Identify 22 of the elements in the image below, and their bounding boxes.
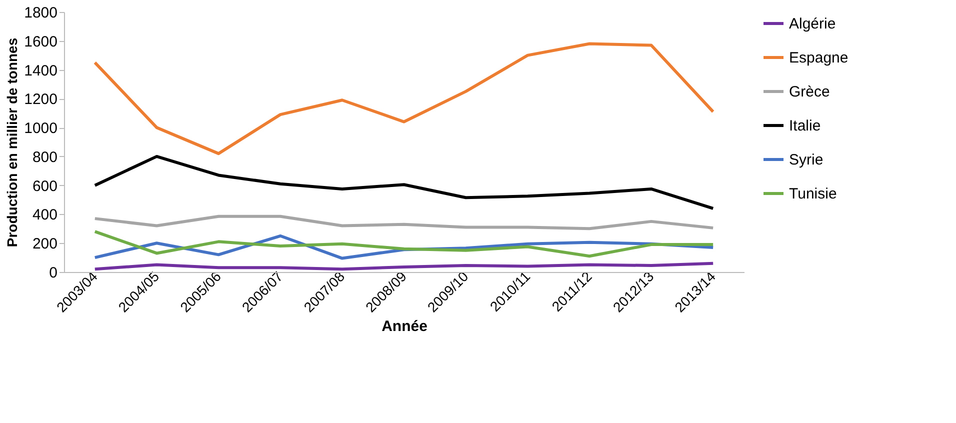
y-tick-label: 0 <box>49 264 58 282</box>
x-axis-title: Année <box>382 318 428 336</box>
y-tick-label: 400 <box>32 206 58 224</box>
y-tick-label: 1800 <box>24 4 58 22</box>
y-tick-label: 1600 <box>24 33 58 50</box>
y-tick-label: 600 <box>32 178 58 195</box>
legend-label: Grèce <box>789 84 830 100</box>
legend-label: Italie <box>789 118 821 134</box>
line-series <box>93 230 715 258</box>
legend-label: Tunisie <box>789 186 837 202</box>
line-series <box>93 42 715 156</box>
line-series <box>93 214 715 230</box>
y-tick-label: 1400 <box>24 62 58 80</box>
y-tick-label: 1200 <box>24 91 58 108</box>
legend-label: Syrie <box>789 152 824 168</box>
legend-label: Algérie <box>789 16 836 32</box>
y-tick-label: 200 <box>32 236 58 253</box>
y-tick-label: 1000 <box>24 120 58 138</box>
y-tick-label: 800 <box>32 148 58 166</box>
line-series <box>93 154 715 210</box>
y-axis-title: Production en millier de tonnes <box>4 38 20 248</box>
legend-label: Espagne <box>789 50 848 66</box>
